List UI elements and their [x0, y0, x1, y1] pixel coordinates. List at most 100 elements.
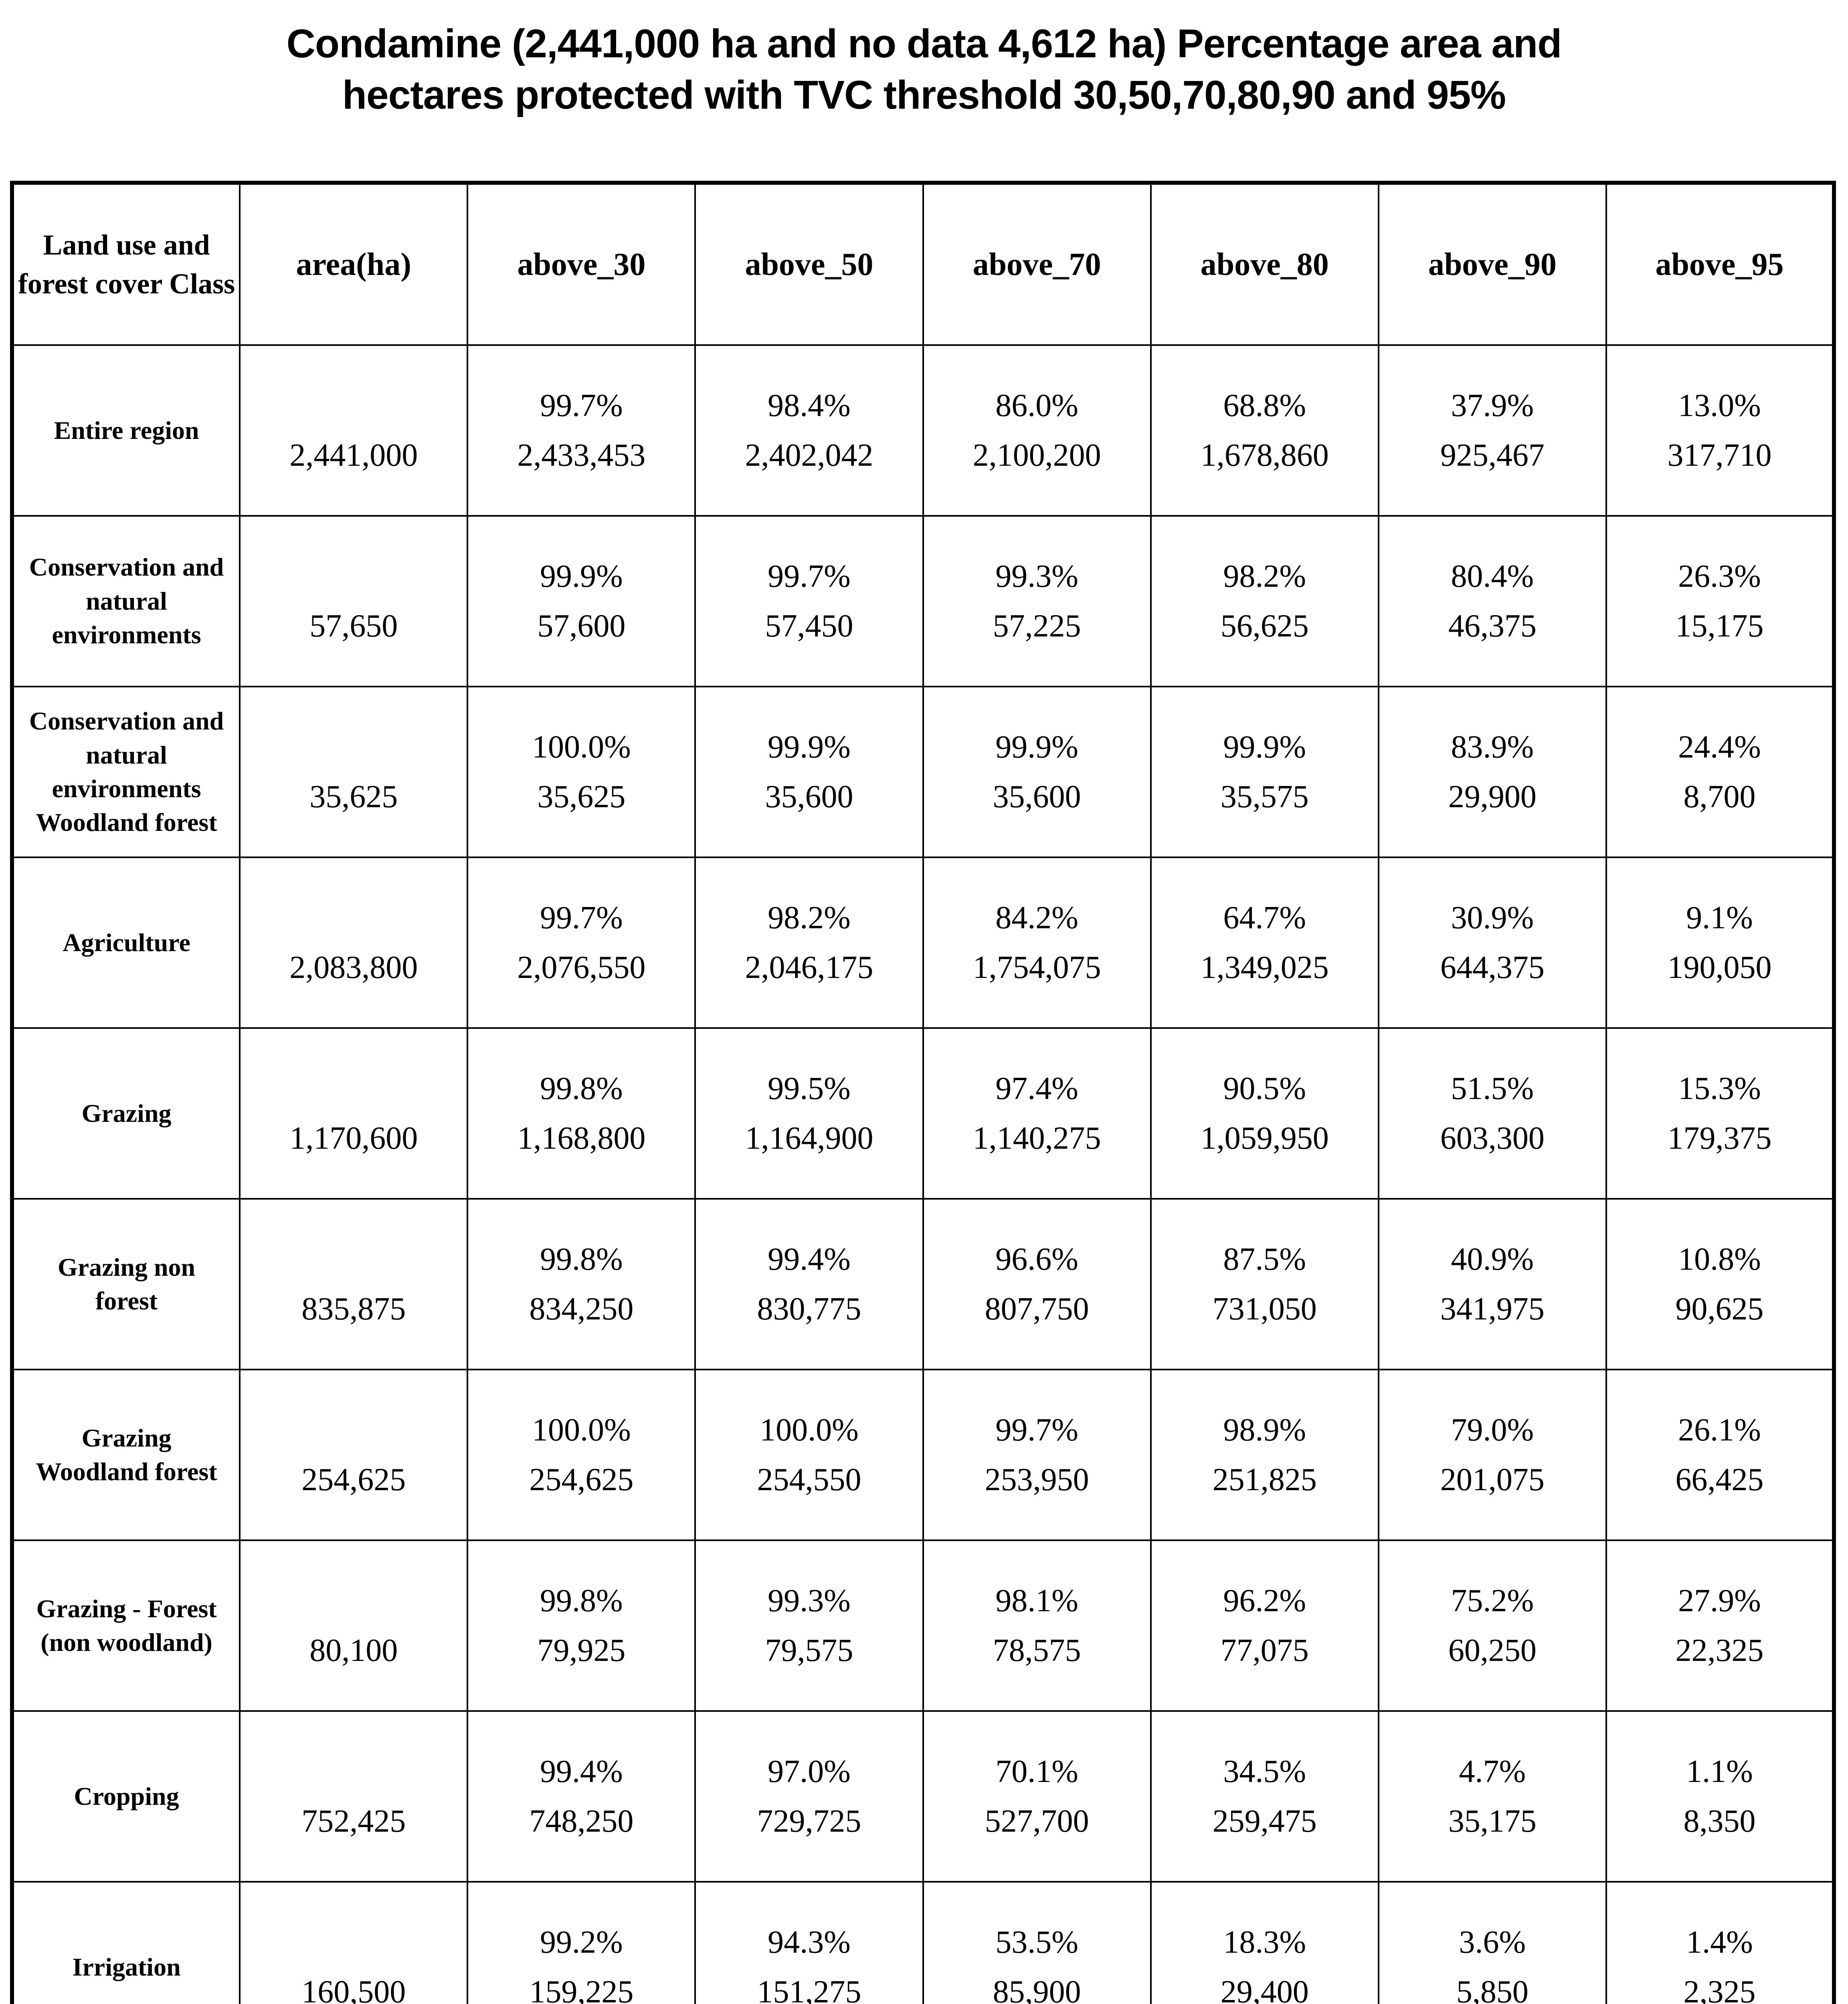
area-cell: 160,500	[239, 1881, 469, 2004]
above-70-cell: 96.6% 807,750	[922, 1198, 1152, 1370]
above-95-cell: 24.4% 8,700	[1605, 686, 1835, 858]
above-30-cell: 99.8% 834,250	[467, 1198, 696, 1370]
page-title-line1: Condamine (2,441,000 ha and no data 4,61…	[286, 21, 1562, 66]
row-class-label: Grazing Woodland forest	[11, 1369, 241, 1541]
above-90-cell: 80.4% 46,375	[1377, 515, 1607, 687]
above-95-cell: 13.0% 317,710	[1605, 344, 1835, 517]
above-95-cell: 1.1% 8,350	[1605, 1710, 1835, 1883]
above-50-cell: 99.4% 830,775	[694, 1198, 924, 1370]
above-50-cell: 99.5% 1,164,900	[694, 1027, 924, 1200]
table-row: Cropping 752,425 99.4% 748,250 97.0% 729,7…	[11, 1710, 1835, 1883]
above-30-cell: 99.8% 79,925	[467, 1539, 696, 1712]
above-90-cell: 40.9% 341,975	[1377, 1198, 1607, 1370]
above-80-cell: 98.9% 251,825	[1150, 1369, 1379, 1541]
above-50-cell: 98.4% 2,402,042	[694, 344, 924, 517]
area-cell: 2,441,000	[239, 344, 469, 517]
above-50-cell: 98.2% 2,046,175	[694, 857, 924, 1029]
table-row: Conservation and natural environments Wo…	[11, 686, 1835, 858]
table-body: Entire region 2,441,000 99.7% 2,433,453 9…	[11, 344, 1835, 2004]
col-header-above-80: above_80	[1150, 182, 1379, 346]
above-80-cell: 68.8% 1,678,860	[1150, 344, 1379, 517]
above-70-cell: 53.5% 85,900	[922, 1881, 1152, 2004]
tvc-table: Land use and forest cover Class area(ha)…	[10, 181, 1836, 2004]
above-90-cell: 30.9% 644,375	[1377, 857, 1607, 1029]
above-80-cell: 18.3% 29,400	[1150, 1881, 1379, 2004]
area-cell: 57,650	[239, 515, 469, 687]
above-30-cell: 100.0% 35,625	[467, 686, 696, 858]
col-header-above-30: above_30	[467, 182, 696, 346]
row-class-label: Conservation and natural environments Wo…	[11, 686, 241, 858]
row-class-label: Grazing	[11, 1027, 241, 1200]
above-80-cell: 34.5% 259,475	[1150, 1710, 1379, 1883]
above-50-cell: 99.3% 79,575	[694, 1539, 924, 1712]
above-90-cell: 79.0% 201,075	[1377, 1369, 1607, 1541]
above-30-cell: 99.4% 748,250	[467, 1710, 696, 1883]
table-row: Grazing 1,170,600 99.8% 1,168,800 99.5% 1,…	[11, 1027, 1835, 1200]
area-cell: 80,100	[239, 1539, 469, 1712]
row-class-label: Irrigation	[11, 1881, 241, 2004]
row-class-label: Agriculture	[11, 857, 241, 1029]
table-row: Grazing - Forest (non woodland) 80,100 9…	[11, 1539, 1835, 1712]
above-90-cell: 51.5% 603,300	[1377, 1027, 1607, 1200]
above-70-cell: 84.2% 1,754,075	[922, 857, 1152, 1029]
col-header-above-90: above_90	[1377, 182, 1607, 346]
row-class-label: Conservation and natural environments	[11, 515, 241, 687]
above-90-cell: 83.9% 29,900	[1377, 686, 1607, 858]
above-95-cell: 26.3% 15,175	[1605, 515, 1835, 687]
above-95-cell: 27.9% 22,325	[1605, 1539, 1835, 1712]
above-70-cell: 97.4% 1,140,275	[922, 1027, 1152, 1200]
above-70-cell: 99.9% 35,600	[922, 686, 1152, 858]
above-95-cell: 9.1% 190,050	[1605, 857, 1835, 1029]
table-row: Grazing non forest 835,875 99.8% 834,250 …	[11, 1198, 1835, 1370]
above-70-cell: 99.7% 253,950	[922, 1369, 1152, 1541]
above-30-cell: 99.2% 159,225	[467, 1881, 696, 2004]
table-row: Entire region 2,441,000 99.7% 2,433,453 9…	[11, 344, 1835, 517]
above-95-cell: 10.8% 90,625	[1605, 1198, 1835, 1370]
area-cell: 835,875	[239, 1198, 469, 1370]
above-70-cell: 86.0% 2,100,200	[922, 344, 1152, 517]
above-30-cell: 99.9% 57,600	[467, 515, 696, 687]
area-cell: 254,625	[239, 1369, 469, 1541]
above-30-cell: 100.0% 254,625	[467, 1369, 696, 1541]
table-row: Agriculture 2,083,800 99.7% 2,076,550 98.…	[11, 857, 1835, 1029]
above-80-cell: 98.2% 56,625	[1150, 515, 1379, 687]
row-class-label: Entire region	[11, 344, 241, 517]
area-cell: 2,083,800	[239, 857, 469, 1029]
above-80-cell: 87.5% 731,050	[1150, 1198, 1379, 1370]
area-cell: 35,625	[239, 686, 469, 858]
row-class-label: Grazing - Forest (non woodland)	[11, 1539, 241, 1712]
row-class-label: Cropping	[11, 1710, 241, 1883]
col-header-above-50: above_50	[694, 182, 924, 346]
above-50-cell: 99.9% 35,600	[694, 686, 924, 858]
col-header-above-70: above_70	[922, 182, 1152, 346]
above-50-cell: 100.0% 254,550	[694, 1369, 924, 1541]
above-95-cell: 26.1% 66,425	[1605, 1369, 1835, 1541]
above-90-cell: 3.6% 5,850	[1377, 1881, 1607, 2004]
above-80-cell: 96.2% 77,075	[1150, 1539, 1379, 1712]
above-95-cell: 15.3% 179,375	[1605, 1027, 1835, 1200]
table-row: Conservation and natural environments 57…	[11, 515, 1835, 687]
above-90-cell: 37.9% 925,467	[1377, 344, 1607, 517]
above-50-cell: 99.7% 57,450	[694, 515, 924, 687]
page-title: Condamine (2,441,000 ha and no data 4,61…	[0, 0, 1848, 121]
col-header-above-95: above_95	[1605, 182, 1835, 346]
above-90-cell: 4.7% 35,175	[1377, 1710, 1607, 1883]
table-row: Irrigation 160,500 99.2% 159,225 94.3% 151…	[11, 1881, 1835, 2004]
above-70-cell: 99.3% 57,225	[922, 515, 1152, 687]
above-30-cell: 99.7% 2,433,453	[467, 344, 696, 517]
above-90-cell: 75.2% 60,250	[1377, 1539, 1607, 1712]
above-95-cell: 1.4% 2,325	[1605, 1881, 1835, 2004]
col-header-area: area(ha)	[239, 182, 469, 346]
above-30-cell: 99.7% 2,076,550	[467, 857, 696, 1029]
page-title-line2: hectares protected with TVC threshold 30…	[342, 73, 1506, 117]
table-row: Grazing Woodland forest 254,625 100.0% 25…	[11, 1369, 1835, 1541]
col-header-class: Land use and forest cover Class	[11, 182, 241, 346]
above-30-cell: 99.8% 1,168,800	[467, 1027, 696, 1200]
area-cell: 752,425	[239, 1710, 469, 1883]
above-80-cell: 99.9% 35,575	[1150, 686, 1379, 858]
table-header-row: Land use and forest cover Class area(ha)…	[11, 182, 1835, 346]
area-cell: 1,170,600	[239, 1027, 469, 1200]
above-50-cell: 94.3% 151,275	[694, 1881, 924, 2004]
above-80-cell: 64.7% 1,349,025	[1150, 857, 1379, 1029]
